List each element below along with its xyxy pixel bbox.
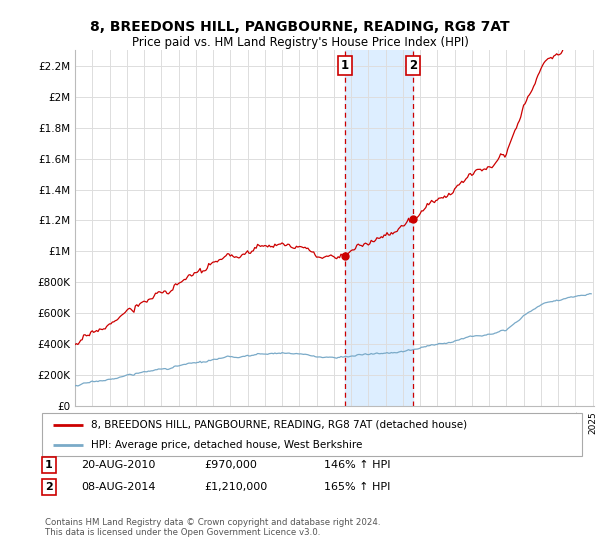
FancyBboxPatch shape [42, 413, 582, 456]
Text: 2: 2 [45, 482, 53, 492]
Text: 8, BREEDONS HILL, PANGBOURNE, READING, RG8 7AT (detached house): 8, BREEDONS HILL, PANGBOURNE, READING, R… [91, 420, 467, 430]
Text: 8, BREEDONS HILL, PANGBOURNE, READING, RG8 7AT: 8, BREEDONS HILL, PANGBOURNE, READING, R… [90, 20, 510, 34]
Text: 146% ↑ HPI: 146% ↑ HPI [324, 460, 391, 470]
Text: Contains HM Land Registry data © Crown copyright and database right 2024.
This d: Contains HM Land Registry data © Crown c… [45, 518, 380, 538]
Text: £970,000: £970,000 [204, 460, 257, 470]
Text: 1: 1 [45, 460, 53, 470]
Bar [344, 50, 413, 406]
Text: 20-AUG-2010: 20-AUG-2010 [81, 460, 155, 470]
Text: 1: 1 [341, 59, 349, 72]
Text: 165% ↑ HPI: 165% ↑ HPI [324, 482, 391, 492]
Text: HPI: Average price, detached house, West Berkshire: HPI: Average price, detached house, West… [91, 441, 362, 450]
Text: 08-AUG-2014: 08-AUG-2014 [81, 482, 155, 492]
Text: Price paid vs. HM Land Registry's House Price Index (HPI): Price paid vs. HM Land Registry's House … [131, 36, 469, 49]
Text: 2: 2 [409, 59, 417, 72]
Text: £1,210,000: £1,210,000 [204, 482, 267, 492]
